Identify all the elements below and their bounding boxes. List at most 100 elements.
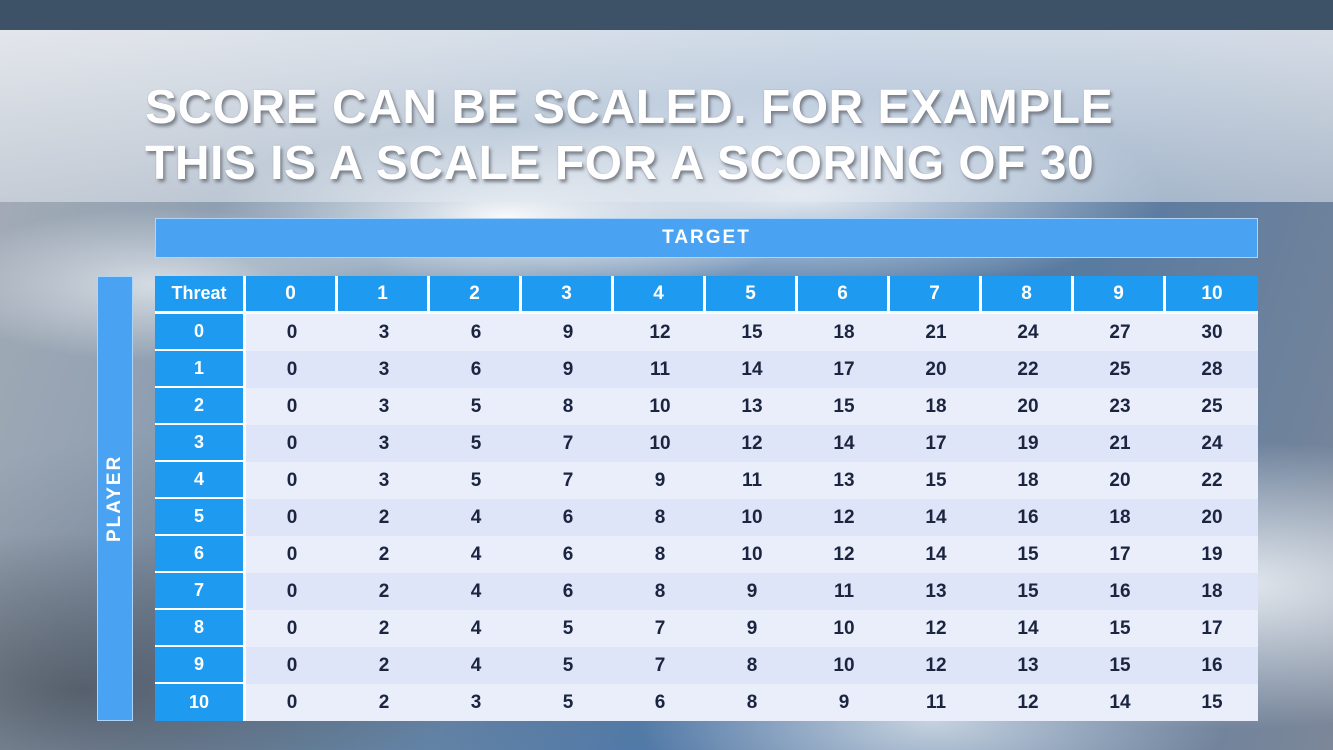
score-cell: 8 — [654, 543, 666, 565]
score-cell: 0 — [286, 617, 298, 639]
score-cell: 13 — [833, 469, 855, 491]
score-cell: 6 — [562, 580, 574, 602]
score-cell: 13 — [1017, 654, 1039, 676]
title-line-2: THIS IS A SCALE FOR A SCORING OF 30 — [145, 137, 1095, 190]
table-row: 1 0 3 6 9 11 14 17 20 22 25 28 — [155, 351, 1258, 388]
score-cell: 3 — [378, 432, 390, 454]
score-cell: 2 — [378, 506, 390, 528]
score-cell: 5 — [470, 469, 482, 491]
score-cell: 25 — [1109, 358, 1131, 380]
score-cell: 3 — [378, 469, 390, 491]
score-cell: 15 — [833, 395, 855, 417]
score-cell: 3 — [378, 321, 390, 343]
score-cell: 22 — [1201, 469, 1223, 491]
score-cell: 0 — [286, 395, 298, 417]
row-header-threat: 7 — [155, 573, 246, 610]
score-table: Threat 0 1 2 3 4 5 6 7 8 9 10 0 0 3 6 9 12 15 18 21 24 27 30 1… — [155, 276, 1258, 721]
score-cell: 16 — [1201, 654, 1223, 676]
score-cell: 6 — [562, 506, 574, 528]
score-cell: 5 — [562, 654, 574, 676]
score-cell: 23 — [1109, 395, 1131, 417]
column-header: 9 — [1074, 276, 1166, 314]
score-cell: 18 — [925, 395, 947, 417]
score-cell: 8 — [654, 580, 666, 602]
table-row: 10 0 2 3 5 6 8 9 11 12 14 15 — [155, 684, 1258, 721]
table-row: 2 0 3 5 8 10 13 15 18 20 23 25 — [155, 388, 1258, 425]
row-header-threat: 8 — [155, 610, 246, 647]
slide-title: SCORE CAN BE SCALED. FOR EXAMPLE THIS IS… — [145, 80, 1113, 192]
score-cell: 6 — [470, 358, 482, 380]
score-cell: 8 — [654, 506, 666, 528]
score-cell: 12 — [925, 617, 947, 639]
score-cell: 24 — [1017, 321, 1039, 343]
score-cell: 13 — [741, 395, 763, 417]
score-cell: 15 — [1017, 580, 1039, 602]
score-cell: 14 — [1017, 617, 1039, 639]
score-cell: 6 — [562, 543, 574, 565]
score-cell: 5 — [470, 395, 482, 417]
score-cell: 4 — [470, 580, 482, 602]
table-row: 7 0 2 4 6 8 9 11 13 15 16 18 — [155, 573, 1258, 610]
table-row: 6 0 2 4 6 8 10 12 14 15 17 19 — [155, 536, 1258, 573]
score-cell: 10 — [741, 506, 763, 528]
column-header: 2 — [430, 276, 522, 314]
score-cell: 19 — [1017, 432, 1039, 454]
score-cell: 10 — [833, 654, 855, 676]
score-cell: 14 — [833, 432, 855, 454]
title-line-1: SCORE CAN BE SCALED. FOR EXAMPLE — [145, 81, 1114, 134]
column-header: 5 — [706, 276, 798, 314]
table-row: 3 0 3 5 7 10 12 14 17 19 21 24 — [155, 425, 1258, 462]
score-cell: 0 — [286, 432, 298, 454]
score-cell: 0 — [286, 691, 298, 713]
table-body: 0 0 3 6 9 12 15 18 21 24 27 30 1 0 3 6 9 11 14 17 20 22 25 28 2 0… — [155, 314, 1258, 721]
table-row: 8 0 2 4 5 7 9 10 12 14 15 17 — [155, 610, 1258, 647]
column-header: 4 — [614, 276, 706, 314]
score-cell: 3 — [470, 691, 482, 713]
score-cell: 24 — [1201, 432, 1223, 454]
score-cell: 21 — [925, 321, 947, 343]
score-cell: 15 — [925, 469, 947, 491]
target-axis-header: TARGET — [155, 218, 1258, 258]
score-cell: 17 — [833, 358, 855, 380]
score-cell: 27 — [1109, 321, 1131, 343]
score-cell: 21 — [1109, 432, 1131, 454]
table-row: 9 0 2 4 5 7 8 10 12 13 15 16 — [155, 647, 1258, 684]
title-banner: SCORE CAN BE SCALED. FOR EXAMPLE THIS IS… — [0, 30, 1333, 202]
row-header-threat: 6 — [155, 536, 246, 573]
score-cell: 12 — [925, 654, 947, 676]
row-header-threat: 0 — [155, 314, 246, 351]
score-cell: 17 — [1201, 617, 1223, 639]
score-cell: 0 — [286, 321, 298, 343]
score-cell: 18 — [833, 321, 855, 343]
score-cell: 11 — [741, 469, 763, 491]
score-cell: 0 — [286, 543, 298, 565]
score-cell: 7 — [562, 432, 574, 454]
score-cell: 9 — [746, 617, 758, 639]
score-cell: 12 — [833, 506, 855, 528]
score-cell: 3 — [378, 395, 390, 417]
score-cell: 15 — [1201, 691, 1223, 713]
score-cell: 15 — [741, 321, 763, 343]
target-label-text: TARGET — [662, 227, 751, 248]
score-cell: 5 — [470, 432, 482, 454]
score-cell: 20 — [1201, 506, 1223, 528]
score-cell: 4 — [470, 543, 482, 565]
score-cell: 9 — [562, 321, 574, 343]
score-cell: 7 — [562, 469, 574, 491]
score-cell: 20 — [1109, 469, 1131, 491]
score-cell: 4 — [470, 617, 482, 639]
score-cell: 20 — [925, 358, 947, 380]
column-header: 7 — [890, 276, 982, 314]
score-cell: 10 — [649, 395, 671, 417]
score-cell: 2 — [378, 617, 390, 639]
score-cell: 6 — [654, 691, 666, 713]
score-cell: 13 — [925, 580, 947, 602]
score-cell: 5 — [562, 691, 574, 713]
score-cell: 0 — [286, 506, 298, 528]
score-cell: 6 — [470, 321, 482, 343]
top-accent-bar — [0, 0, 1333, 30]
score-cell: 11 — [833, 580, 855, 602]
score-cell: 10 — [741, 543, 763, 565]
player-label-text: PLAYER — [104, 454, 125, 543]
score-cell: 5 — [562, 617, 574, 639]
